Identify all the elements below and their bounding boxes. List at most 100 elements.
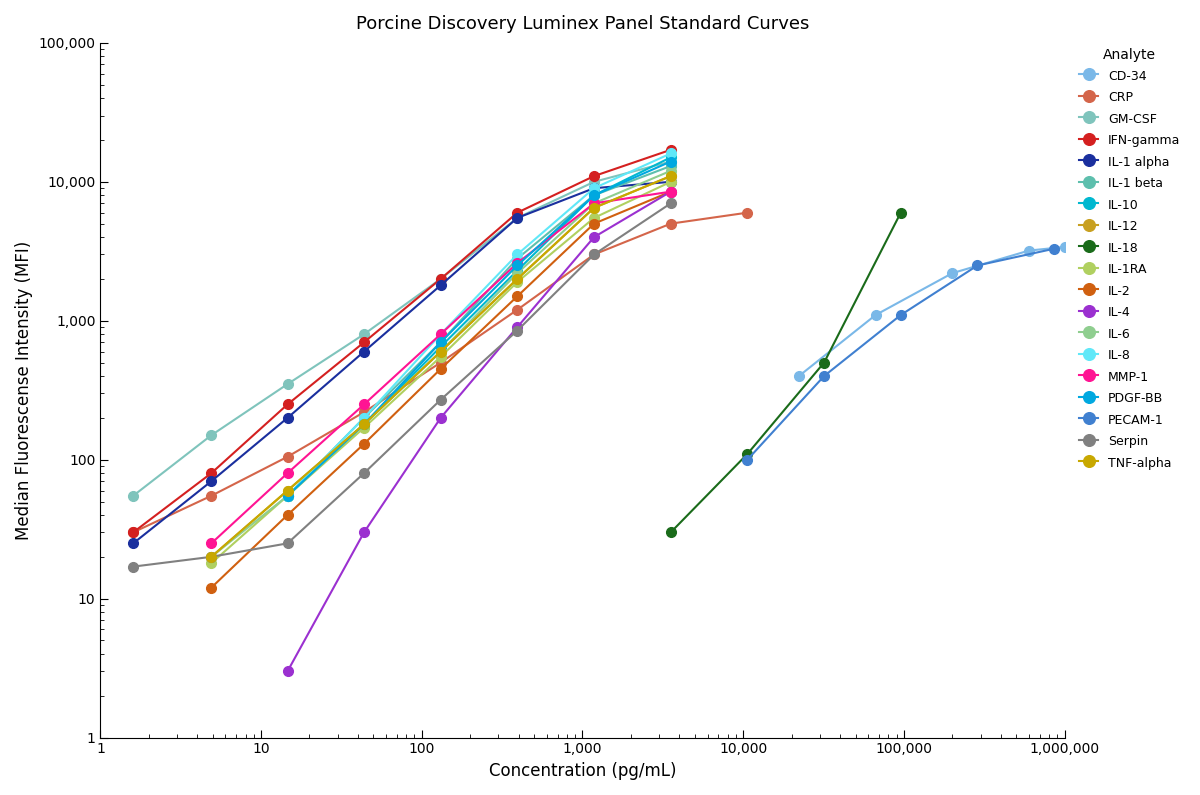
IL-12 <box>204 552 218 561</box>
IL-8 <box>433 329 448 339</box>
CRP <box>204 491 218 501</box>
Line: IL-6: IL-6 <box>206 166 676 562</box>
IL-6 <box>510 269 524 278</box>
IL-10 <box>433 342 448 351</box>
Line: IL-12: IL-12 <box>206 171 676 562</box>
IL-1 alpha <box>356 347 371 356</box>
IL-1 alpha <box>204 476 218 486</box>
IL-1 beta <box>356 413 371 423</box>
IL-18 <box>894 207 908 217</box>
IL-1 alpha <box>510 213 524 223</box>
CD-34 <box>792 371 806 381</box>
Line: TNF-alpha: TNF-alpha <box>206 171 676 562</box>
IL-8 <box>587 184 601 193</box>
CD-34 <box>1057 242 1072 252</box>
IL-2 <box>587 219 601 228</box>
IL-18 <box>817 358 832 367</box>
PECAM-1 <box>971 261 985 270</box>
PDGF-BB <box>587 191 601 200</box>
IL-10 <box>510 266 524 275</box>
IL-6 <box>433 347 448 356</box>
IL-2 <box>433 364 448 374</box>
TNF-alpha <box>281 486 295 495</box>
Line: PECAM-1: PECAM-1 <box>743 244 1058 464</box>
PDGF-BB <box>664 157 678 166</box>
PDGF-BB <box>281 491 295 501</box>
IL-18 <box>740 449 755 459</box>
GM-CSF <box>587 177 601 187</box>
CD-34 <box>946 269 960 278</box>
IL-1 beta <box>281 491 295 501</box>
IL-12 <box>664 171 678 180</box>
PECAM-1 <box>1046 244 1061 254</box>
TNF-alpha <box>433 347 448 356</box>
IL-1 beta <box>433 338 448 347</box>
Serpin <box>204 552 218 561</box>
IL-1RA <box>204 558 218 568</box>
IL-6 <box>664 166 678 176</box>
Line: MMP-1: MMP-1 <box>206 187 676 549</box>
MMP-1 <box>281 468 295 478</box>
Serpin <box>587 250 601 259</box>
IL-8 <box>356 413 371 423</box>
Serpin <box>510 326 524 335</box>
IL-6 <box>204 552 218 561</box>
IL-4 <box>281 666 295 676</box>
CRP <box>664 219 678 228</box>
MMP-1 <box>587 199 601 208</box>
Serpin <box>433 395 448 405</box>
PECAM-1 <box>894 310 908 320</box>
Serpin <box>281 538 295 548</box>
IL-8 <box>664 149 678 158</box>
CRP <box>510 305 524 315</box>
IL-4 <box>664 187 678 196</box>
Line: IL-10: IL-10 <box>283 153 676 501</box>
IL-10 <box>587 191 601 200</box>
Serpin <box>356 468 371 478</box>
IFN-gamma <box>664 145 678 154</box>
PDGF-BB <box>433 338 448 347</box>
GM-CSF <box>510 213 524 223</box>
Line: IL-1 alpha: IL-1 alpha <box>128 177 676 549</box>
MMP-1 <box>510 258 524 268</box>
Serpin <box>664 199 678 208</box>
IL-1RA <box>281 491 295 501</box>
IL-1 alpha <box>433 281 448 290</box>
IL-8 <box>281 491 295 501</box>
Line: PDGF-BB: PDGF-BB <box>283 157 676 501</box>
CRP <box>126 528 140 537</box>
PECAM-1 <box>740 455 755 464</box>
Line: IL-8: IL-8 <box>283 149 676 501</box>
GM-CSF <box>664 157 678 166</box>
IL-6 <box>356 420 371 429</box>
Title: Porcine Discovery Luminex Panel Standard Curves: Porcine Discovery Luminex Panel Standard… <box>356 15 809 33</box>
IFN-gamma <box>433 274 448 284</box>
CRP <box>281 452 295 462</box>
IL-1RA <box>510 277 524 287</box>
IL-1 beta <box>664 161 678 171</box>
Line: IL-1 beta: IL-1 beta <box>283 161 676 501</box>
IL-1RA <box>664 177 678 187</box>
IL-12 <box>433 347 448 356</box>
IL-4 <box>510 322 524 332</box>
IL-2 <box>356 439 371 448</box>
IL-12 <box>510 274 524 284</box>
MMP-1 <box>356 400 371 409</box>
IFN-gamma <box>510 207 524 217</box>
Line: CD-34: CD-34 <box>794 242 1069 381</box>
IL-8 <box>510 250 524 259</box>
IFN-gamma <box>356 338 371 347</box>
IL-10 <box>356 420 371 429</box>
IFN-gamma <box>587 171 601 180</box>
IL-1RA <box>433 352 448 362</box>
IL-1 alpha <box>587 184 601 193</box>
Line: IL-18: IL-18 <box>666 207 906 537</box>
PECAM-1 <box>817 371 832 381</box>
GM-CSF <box>356 329 371 339</box>
IL-10 <box>281 491 295 501</box>
IL-1 alpha <box>664 177 678 187</box>
GM-CSF <box>433 274 448 284</box>
IL-6 <box>281 491 295 501</box>
TNF-alpha <box>356 420 371 429</box>
IL-2 <box>664 187 678 196</box>
